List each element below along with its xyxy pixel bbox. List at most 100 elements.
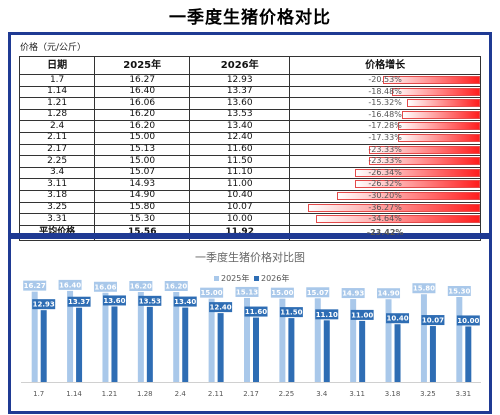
row-date: 1.21 xyxy=(18,97,96,110)
data-label-2025: 15.00 xyxy=(271,289,293,297)
data-label-2025: 15.13 xyxy=(236,288,258,296)
row-date: 2.4 xyxy=(18,120,96,133)
growth-bar xyxy=(382,76,480,84)
growth-bar xyxy=(336,191,480,200)
row-2025: 14.93 xyxy=(94,178,191,191)
page-title: 一季度生猪价格对比 xyxy=(169,8,331,28)
data-label-box-2026 xyxy=(138,295,162,306)
growth-bar xyxy=(407,99,480,108)
bar-2026 xyxy=(111,306,118,382)
data-label-2025: 16.20 xyxy=(130,283,152,291)
row-2025: 15.07 xyxy=(94,166,191,180)
row-2025: 16.20 xyxy=(94,108,191,122)
row-growth: -15.32% xyxy=(289,97,481,110)
data-label-2026: 11.60 xyxy=(245,308,267,316)
bar-2025 xyxy=(456,297,463,382)
average-growth-text: -23.42% xyxy=(366,227,404,237)
data-label-box-2026 xyxy=(421,315,445,326)
row-growth: -30.20% xyxy=(289,189,481,203)
data-label-box-2025 xyxy=(306,287,330,298)
row-2026: 10.00 xyxy=(189,213,291,226)
row-date: 3.4 xyxy=(18,166,96,180)
growth-text: -23.33% xyxy=(368,144,402,154)
row-date: 2.17 xyxy=(18,143,96,157)
data-label-box-2025 xyxy=(412,283,436,294)
header-growth: 价格增长 xyxy=(289,56,481,75)
row-growth: -17.33% xyxy=(289,131,481,145)
growth-text: -20.53% xyxy=(368,75,402,84)
bar-2025 xyxy=(350,299,357,382)
legend-swatch-2025 xyxy=(214,276,219,281)
data-label-box-2026 xyxy=(173,296,197,307)
growth-text: -18.48% xyxy=(368,86,402,96)
table-row: 2.11 15.00 12.40 -17.33% xyxy=(18,131,481,145)
growth-text: -15.32% xyxy=(368,98,402,108)
data-label-box-2026 xyxy=(102,295,126,306)
x-tick-label: 3.25 xyxy=(420,390,436,398)
data-label-2026: 13.40 xyxy=(174,298,196,306)
data-label-2026: 13.60 xyxy=(103,297,125,305)
data-label-box-2026 xyxy=(386,313,410,324)
row-2025: 15.13 xyxy=(94,143,191,157)
table-row: 2.25 15.00 11.50 -23.33% xyxy=(18,155,481,168)
row-date: 3.11 xyxy=(18,178,96,191)
data-label-2025: 15.80 xyxy=(413,285,435,293)
header-2026: 2026年 xyxy=(189,56,291,75)
data-label-2025: 16.06 xyxy=(94,283,116,291)
bar-2026 xyxy=(182,307,189,382)
row-2026: 10.40 xyxy=(189,189,291,203)
row-2025: 16.06 xyxy=(94,97,191,110)
data-label-2025: 14.90 xyxy=(377,290,399,298)
x-tick-label: 1.28 xyxy=(137,390,153,398)
data-label-2026: 13.37 xyxy=(68,298,90,306)
table-row: 1.7 16.27 12.93 -20.53% xyxy=(18,74,481,87)
bar-2025 xyxy=(208,298,215,382)
bar-2026 xyxy=(288,318,295,382)
x-tick-label: 2.11 xyxy=(208,390,224,398)
x-tick-label: 2.17 xyxy=(243,390,259,398)
x-tick-label: 3.31 xyxy=(456,390,472,398)
growth-text: -34.64% xyxy=(368,214,402,224)
x-tick-label: 1.7 xyxy=(33,390,44,398)
x-tick-label: 1.14 xyxy=(66,390,82,398)
table-row: 1.28 16.20 13.53 -16.48% xyxy=(18,108,481,122)
data-label-2025: 15.00 xyxy=(201,289,223,297)
data-label-box-2026 xyxy=(32,299,56,310)
data-label-2026: 11.00 xyxy=(351,311,373,319)
row-2026: 13.37 xyxy=(189,85,291,99)
table-row: 3.25 15.80 10.07 -36.27% xyxy=(18,201,481,215)
bar-2025 xyxy=(137,292,144,382)
panel-divider xyxy=(11,233,489,239)
data-label-2025: 15.07 xyxy=(307,289,329,297)
data-label-box-2025 xyxy=(200,287,224,298)
growth-text: -26.32% xyxy=(368,179,402,189)
data-label-box-2025 xyxy=(235,286,259,297)
growth-bar xyxy=(307,203,480,212)
data-label-box-2025 xyxy=(129,281,153,291)
data-label-2026: 10.00 xyxy=(457,317,479,325)
row-date: 3.18 xyxy=(18,189,96,203)
row-growth: -26.32% xyxy=(289,178,481,191)
bar-2026 xyxy=(394,324,401,382)
bar-2025 xyxy=(31,291,38,382)
data-label-2025: 16.40 xyxy=(59,281,81,289)
x-tick-label: 2.25 xyxy=(279,390,295,398)
row-2026: 13.40 xyxy=(189,120,291,133)
growth-bar xyxy=(369,145,480,154)
data-label-box-2025 xyxy=(23,280,47,291)
data-label-box-2026 xyxy=(67,296,91,307)
growth-text: -26.34% xyxy=(368,167,402,177)
data-label-2026: 12.40 xyxy=(210,304,232,312)
row-2026: 11.10 xyxy=(189,166,291,180)
row-growth: -20.53% xyxy=(289,74,481,87)
price-table-panel: 价格（元/公斤） 日期 2025年 2026年 价格增长 1.7 16.27 12.… xyxy=(11,35,489,241)
data-label-box-2025 xyxy=(93,281,117,292)
row-2026: 12.93 xyxy=(189,74,291,87)
row-date: 3.25 xyxy=(18,201,96,215)
x-tick-label: 3.18 xyxy=(385,390,401,398)
row-2026: 11.60 xyxy=(189,143,291,157)
data-label-box-2025 xyxy=(164,281,188,291)
row-2025: 16.40 xyxy=(94,85,191,99)
table-row: 3.4 15.07 11.10 -26.34% xyxy=(18,166,481,180)
row-2025: 16.20 xyxy=(94,120,191,133)
